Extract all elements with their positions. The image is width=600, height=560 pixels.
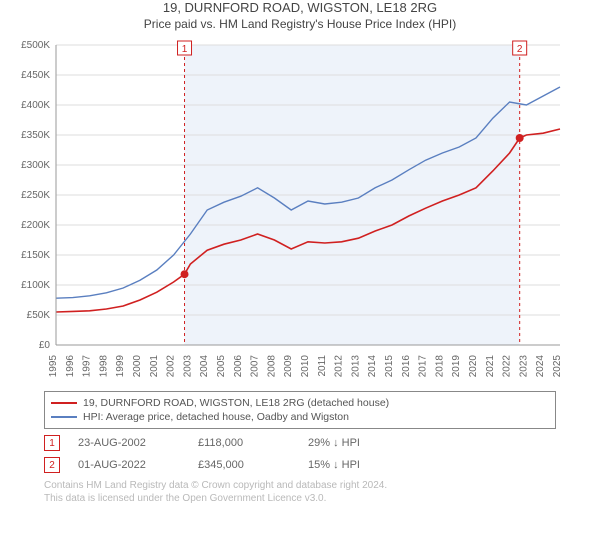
x-tick-label: 1998	[98, 355, 109, 378]
x-tick-label: 2024	[535, 355, 546, 378]
y-tick-label: £50K	[27, 310, 51, 321]
sale-row: 1 23-AUG-2002£118,00029% ↓ HPI	[44, 435, 600, 451]
sale-date: 23-AUG-2002	[78, 437, 198, 449]
sale-date: 01-AUG-2022	[78, 459, 198, 471]
sale-price: £118,000	[198, 437, 308, 449]
x-tick-label: 2013	[350, 355, 361, 378]
x-tick-label: 2002	[166, 355, 177, 378]
sale-ref-number: 2	[517, 44, 523, 55]
page-subtitle: Price paid vs. HM Land Registry's House …	[0, 17, 600, 31]
y-tick-label: £0	[39, 340, 51, 351]
y-tick-label: £200K	[21, 220, 50, 231]
x-tick-label: 1996	[65, 355, 76, 378]
legend-row: HPI: Average price, detached house, Oadb…	[51, 410, 549, 424]
sale-price: £345,000	[198, 459, 308, 471]
sale-marker: 1	[44, 435, 60, 451]
x-tick-label: 1999	[115, 355, 126, 378]
page-title: 19, DURNFORD ROAD, WIGSTON, LE18 2RG	[0, 0, 600, 15]
y-tick-label: £500K	[21, 40, 50, 51]
legend-label: 19, DURNFORD ROAD, WIGSTON, LE18 2RG (de…	[83, 397, 389, 409]
y-tick-label: £400K	[21, 100, 50, 111]
x-tick-label: 2000	[132, 355, 143, 378]
x-tick-label: 2011	[317, 355, 328, 377]
x-tick-label: 2022	[502, 355, 513, 378]
sale-ref-number: 1	[182, 44, 188, 55]
line-chart: £0 £50K £100K £150K £200K £250K £300K £350K £400…	[12, 37, 572, 387]
chart-container: £0 £50K £100K £150K £200K £250K £300K £350K £400…	[12, 37, 588, 387]
x-tick-label: 2010	[300, 355, 311, 378]
y-tick-label: £450K	[21, 70, 50, 81]
y-tick-label: £150K	[21, 250, 50, 261]
sale-dot	[516, 134, 524, 142]
attribution: Contains HM Land Registry data © Crown c…	[44, 479, 600, 505]
sale-marker: 2	[44, 457, 60, 473]
x-tick-label: 2018	[434, 355, 445, 378]
x-tick-label: 1995	[48, 355, 59, 378]
y-tick-label: £100K	[21, 280, 50, 291]
x-tick-label: 2023	[518, 355, 529, 378]
x-tick-label: 1997	[82, 355, 93, 378]
x-tick-label: 2012	[334, 355, 345, 378]
x-tick-label: 2009	[283, 355, 294, 378]
legend-row: 19, DURNFORD ROAD, WIGSTON, LE18 2RG (de…	[51, 396, 549, 410]
x-tick-label: 2019	[451, 355, 462, 378]
x-tick-label: 2001	[149, 355, 160, 378]
x-tick-label: 2007	[250, 355, 261, 378]
attribution-line-2: This data is licensed under the Open Gov…	[44, 492, 600, 505]
sale-dot	[181, 270, 189, 278]
x-tick-label: 2005	[216, 355, 227, 378]
y-tick-label: £350K	[21, 130, 50, 141]
sale-row: 2 01-AUG-2022£345,00015% ↓ HPI	[44, 457, 600, 473]
y-tick-label: £300K	[21, 160, 50, 171]
legend-label: HPI: Average price, detached house, Oadb…	[83, 411, 349, 423]
legend-swatch	[51, 416, 77, 418]
x-tick-label: 2020	[468, 355, 479, 378]
sale-hpi: 15% ↓ HPI	[308, 459, 428, 471]
x-tick-label: 2014	[367, 355, 378, 378]
attribution-line-1: Contains HM Land Registry data © Crown c…	[44, 479, 600, 492]
y-tick-label: £250K	[21, 190, 50, 201]
sale-hpi: 29% ↓ HPI	[308, 437, 428, 449]
x-tick-label: 2006	[233, 355, 244, 378]
x-tick-label: 2021	[485, 355, 496, 378]
x-tick-label: 2017	[418, 355, 429, 378]
x-tick-label: 2008	[266, 355, 277, 378]
legend-swatch	[51, 402, 77, 404]
legend: 19, DURNFORD ROAD, WIGSTON, LE18 2RG (de…	[44, 391, 556, 429]
x-tick-label: 2003	[182, 355, 193, 378]
x-tick-label: 2004	[199, 355, 210, 378]
x-tick-label: 2016	[401, 355, 412, 378]
x-tick-label: 2025	[552, 355, 563, 378]
x-tick-label: 2015	[384, 355, 395, 378]
